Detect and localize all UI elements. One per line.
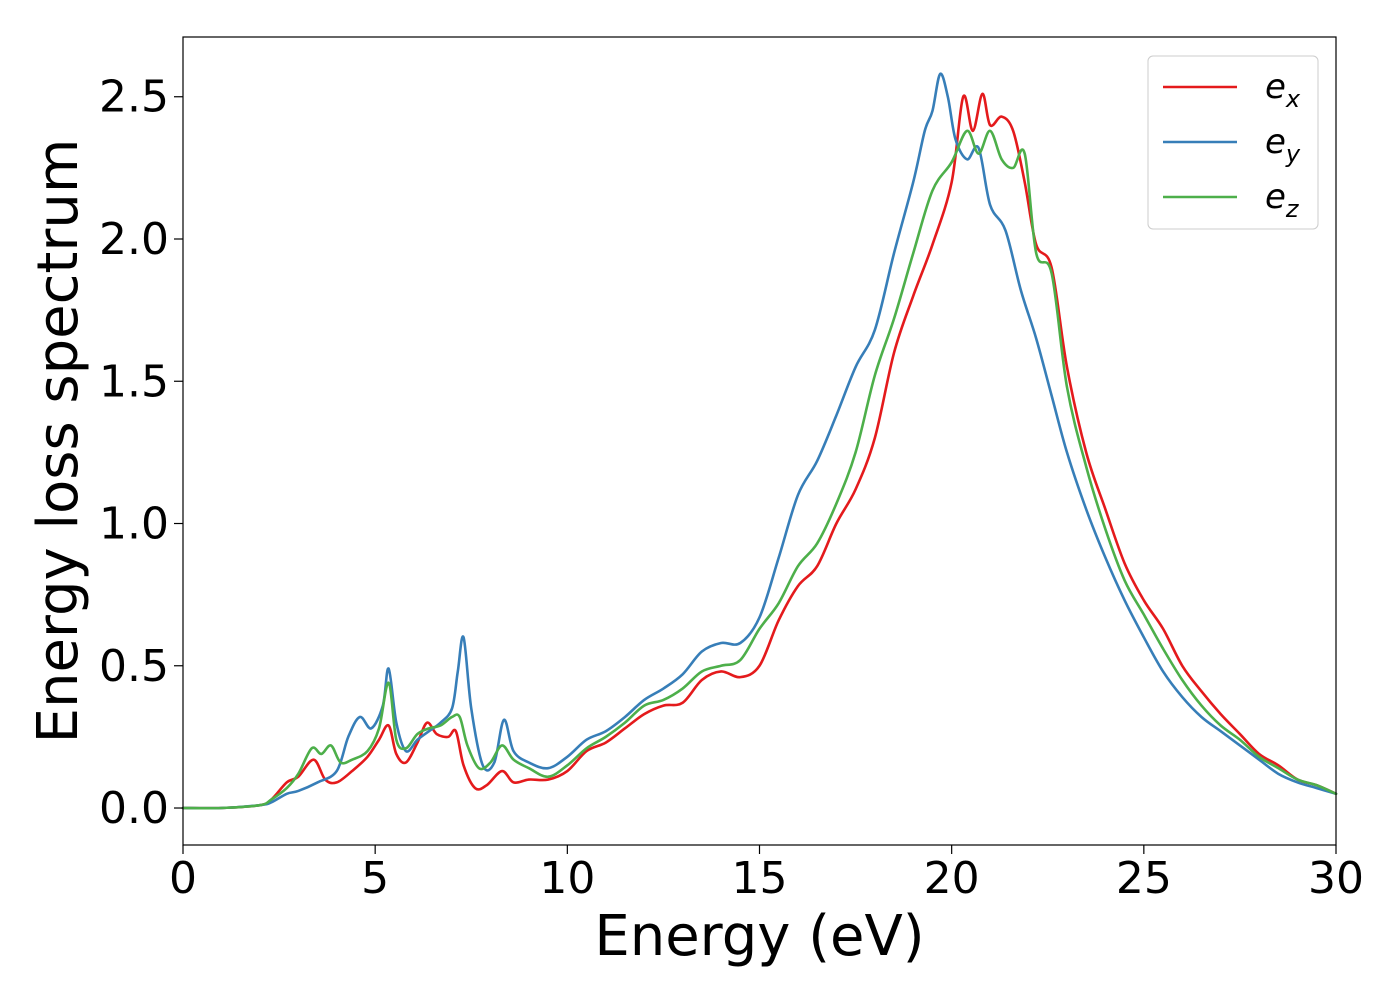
series-layer	[181, 72, 1338, 810]
y-tick-label: 0.0	[99, 783, 169, 834]
legend-label-y: ey	[1265, 122, 1301, 168]
x-tick-label: 30	[1308, 853, 1364, 904]
x-axis-title: Energy (eV)	[594, 904, 924, 969]
y-tick-label: 0.5	[99, 641, 169, 692]
legend-label-base: e	[1265, 177, 1286, 217]
legend-label-z: ez	[1265, 177, 1300, 223]
x-tick-label: 0	[169, 853, 197, 904]
legend-label-base: e	[1265, 122, 1286, 162]
series-line-z	[181, 129, 1338, 810]
y-tick-label: 1.0	[99, 499, 169, 550]
y-tick-label: 1.5	[99, 356, 169, 407]
x-tick-label: 15	[732, 853, 788, 904]
x-axis-ticks: 0 5 10 15 20 25 30	[169, 845, 1364, 904]
y-axis-title: Energy loss spectrum	[26, 139, 91, 744]
y-axis-ticks: 0.0 0.5 1.0 1.5 2.0 2.5	[99, 72, 183, 834]
x-tick-label: 5	[361, 853, 389, 904]
x-tick-label: 10	[539, 853, 595, 904]
y-tick-label: 2.0	[99, 214, 169, 265]
legend-label-subscript: y	[1285, 140, 1301, 168]
y-tick-label: 2.5	[99, 72, 169, 123]
legend-label-subscript: x	[1285, 85, 1301, 113]
legend-label-subscript: z	[1285, 195, 1300, 223]
series-line-x	[181, 92, 1338, 810]
series-line-y	[181, 72, 1338, 810]
legend-label-base: e	[1265, 67, 1286, 107]
x-tick-label: 25	[1116, 853, 1172, 904]
x-tick-label: 20	[924, 853, 980, 904]
legend-label-x: ex	[1265, 67, 1301, 113]
